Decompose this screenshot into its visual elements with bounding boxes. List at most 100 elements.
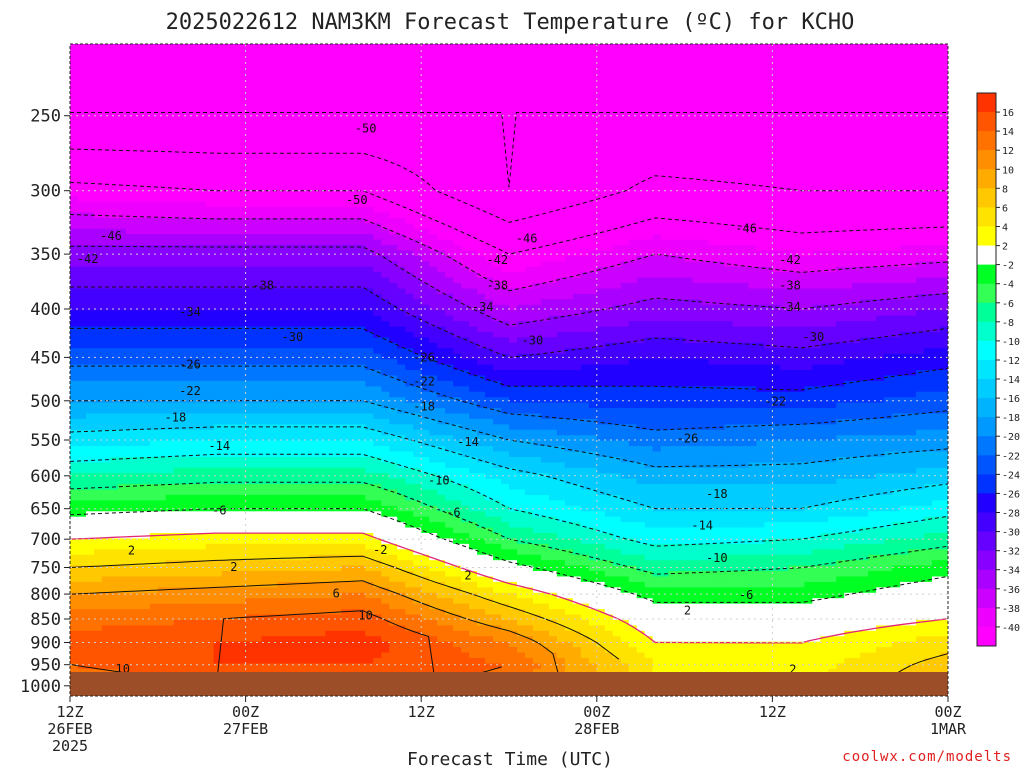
field-cell xyxy=(117,293,127,300)
field-cell xyxy=(237,652,247,659)
field-cell xyxy=(221,348,231,355)
field-cell xyxy=(141,44,151,51)
field-cell xyxy=(277,288,287,295)
field-cell xyxy=(261,397,271,404)
field-cell xyxy=(333,516,342,523)
field-cell xyxy=(237,456,247,463)
field-cell xyxy=(365,163,374,170)
field-cell xyxy=(309,641,319,648)
field-cell xyxy=(85,402,95,409)
field-cell xyxy=(253,636,263,643)
field-cell xyxy=(325,60,334,67)
field-cell xyxy=(133,141,143,148)
field-cell xyxy=(157,462,167,469)
field-cell xyxy=(205,337,215,344)
field-cell xyxy=(189,636,199,643)
field-cell xyxy=(245,473,255,480)
field-cell xyxy=(165,598,175,605)
field-cell xyxy=(197,60,207,67)
field-cell xyxy=(189,168,199,175)
field-cell xyxy=(85,511,95,518)
field-cell xyxy=(141,397,151,404)
field-cell xyxy=(157,217,167,224)
field-cell xyxy=(237,234,247,241)
field-cell xyxy=(141,456,151,463)
field-cell xyxy=(245,657,255,664)
field-cell xyxy=(197,223,207,230)
field-cell xyxy=(70,103,79,110)
field-cell xyxy=(141,212,151,219)
field-cell xyxy=(397,337,406,344)
field-cell xyxy=(85,565,95,572)
field-cell xyxy=(109,647,119,654)
field-cell xyxy=(165,516,175,523)
field-cell xyxy=(70,473,79,480)
field-cell xyxy=(325,489,334,496)
field-cell xyxy=(85,581,95,588)
field-cell xyxy=(373,571,382,578)
field-cell xyxy=(85,527,95,534)
field-cell xyxy=(133,603,143,610)
field-cell xyxy=(397,103,406,110)
field-cell xyxy=(349,234,358,241)
field-cell xyxy=(221,619,231,626)
field-cell xyxy=(101,54,111,61)
field-cell xyxy=(245,277,255,284)
field-cell xyxy=(253,429,263,436)
field-cell xyxy=(229,44,239,51)
field-cell xyxy=(301,527,311,534)
field-cell xyxy=(341,418,350,425)
field-cell xyxy=(293,283,303,290)
field-cell xyxy=(341,554,350,561)
field-cell xyxy=(317,668,327,675)
field-cell xyxy=(117,245,127,252)
field-cell xyxy=(117,152,127,159)
field-cell xyxy=(85,337,95,344)
field-cell xyxy=(189,668,199,675)
field-cell xyxy=(397,310,406,317)
field-cell xyxy=(165,321,175,328)
field-cell xyxy=(285,560,295,567)
field-cell xyxy=(70,429,79,436)
field-cell xyxy=(109,136,119,143)
field-cell xyxy=(165,147,175,154)
field-cell xyxy=(357,293,366,300)
field-cell xyxy=(157,342,167,349)
field-cell xyxy=(285,609,295,616)
field-cell xyxy=(205,158,215,165)
field-cell xyxy=(325,174,334,181)
field-cell xyxy=(205,538,215,545)
field-cell xyxy=(117,636,127,643)
field-cell xyxy=(261,125,271,132)
field-cell xyxy=(189,348,199,355)
field-cell xyxy=(197,619,207,626)
field-cell xyxy=(205,657,215,664)
field-cell xyxy=(133,353,143,360)
field-cell xyxy=(285,668,295,675)
field-cell xyxy=(373,326,382,333)
field-cell xyxy=(237,82,247,89)
field-cell xyxy=(365,364,374,371)
field-cell xyxy=(381,397,390,404)
field-cell xyxy=(349,158,358,165)
field-cell xyxy=(205,152,215,159)
field-cell xyxy=(181,522,191,529)
field-cell xyxy=(325,217,334,224)
field-cell xyxy=(93,130,103,137)
field-cell xyxy=(221,592,231,599)
field-cell xyxy=(117,98,127,105)
field-cell xyxy=(205,234,215,241)
field-cell xyxy=(213,554,223,561)
field-cell xyxy=(165,592,175,599)
field-cell xyxy=(285,625,295,632)
field-cell xyxy=(317,522,327,529)
field-cell xyxy=(309,44,319,51)
field-cell xyxy=(133,239,143,246)
field-cell xyxy=(373,266,382,273)
field-cell xyxy=(93,152,103,159)
field-cell xyxy=(245,158,255,165)
field-cell xyxy=(205,522,215,529)
field-cell xyxy=(381,239,390,246)
field-cell xyxy=(293,429,303,436)
field-cell xyxy=(101,614,111,621)
